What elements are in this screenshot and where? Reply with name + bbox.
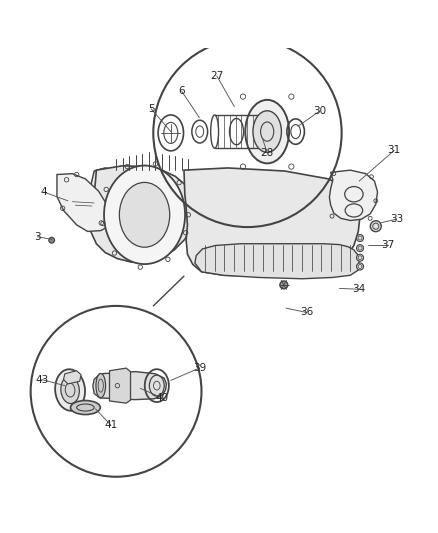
Ellipse shape <box>119 182 170 247</box>
Polygon shape <box>195 244 359 279</box>
Text: 5: 5 <box>148 104 155 114</box>
Polygon shape <box>57 174 110 231</box>
Polygon shape <box>110 368 131 403</box>
Text: 43: 43 <box>35 375 48 384</box>
Text: 40: 40 <box>155 393 169 403</box>
Ellipse shape <box>96 374 106 398</box>
Polygon shape <box>93 372 166 400</box>
Text: 30: 30 <box>313 106 326 116</box>
Text: 3: 3 <box>34 232 41 242</box>
Ellipse shape <box>357 263 364 270</box>
Ellipse shape <box>61 376 79 403</box>
Text: 34: 34 <box>353 284 366 294</box>
Ellipse shape <box>253 111 281 152</box>
Text: 27: 27 <box>210 71 223 81</box>
Text: 36: 36 <box>300 308 313 318</box>
Polygon shape <box>90 166 195 262</box>
Text: 37: 37 <box>381 240 394 251</box>
Ellipse shape <box>49 237 54 243</box>
Ellipse shape <box>357 254 364 261</box>
Text: 39: 39 <box>193 363 206 373</box>
Polygon shape <box>64 371 81 384</box>
Polygon shape <box>85 168 140 226</box>
Polygon shape <box>329 170 378 221</box>
Ellipse shape <box>357 245 364 252</box>
Text: 41: 41 <box>104 420 117 430</box>
Polygon shape <box>184 168 360 276</box>
Text: 33: 33 <box>390 214 403 224</box>
Ellipse shape <box>55 369 85 411</box>
Ellipse shape <box>245 100 289 163</box>
Ellipse shape <box>370 221 381 232</box>
Ellipse shape <box>71 400 100 415</box>
Ellipse shape <box>280 281 288 289</box>
Text: 28: 28 <box>261 148 274 158</box>
Text: 31: 31 <box>388 146 401 156</box>
Text: 6: 6 <box>178 86 185 96</box>
Ellipse shape <box>357 235 364 241</box>
Text: 4: 4 <box>40 187 47 197</box>
Ellipse shape <box>104 166 185 264</box>
